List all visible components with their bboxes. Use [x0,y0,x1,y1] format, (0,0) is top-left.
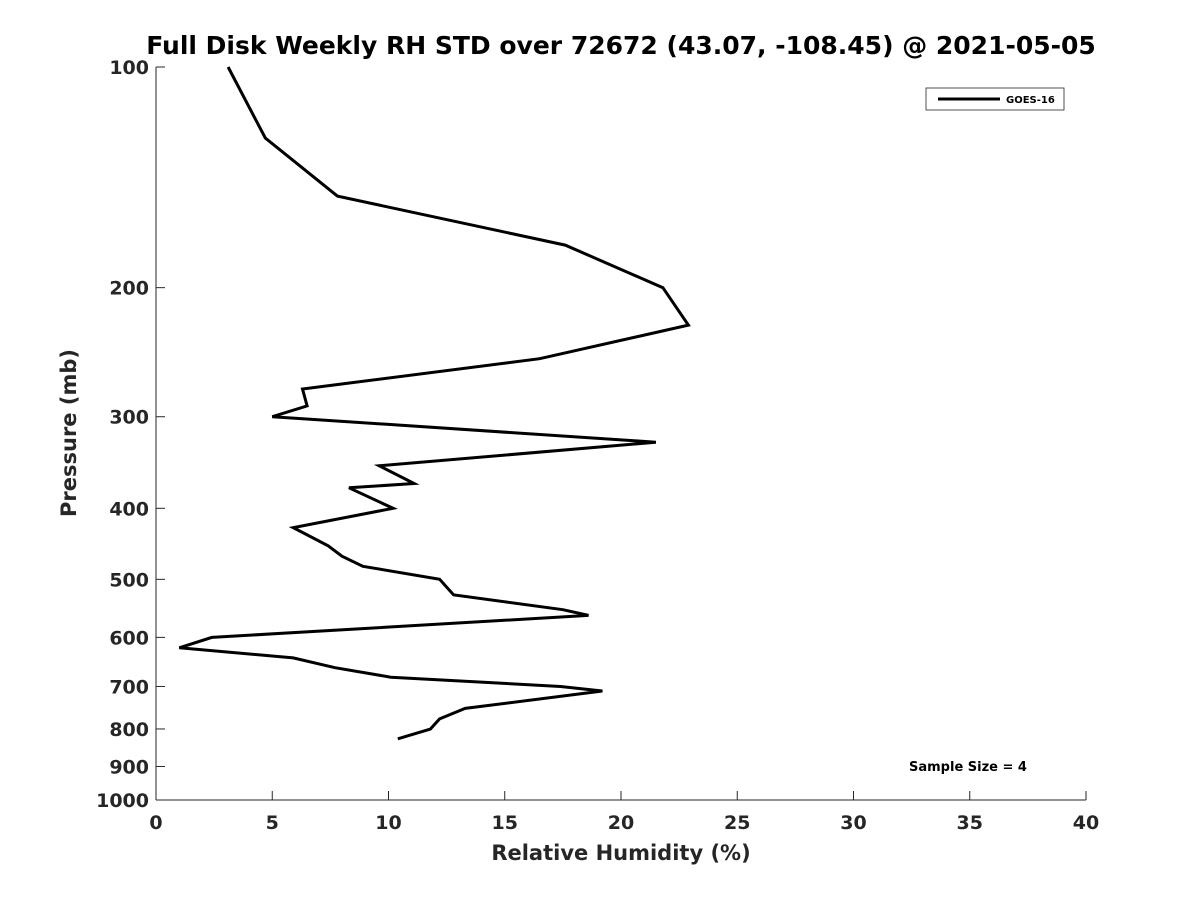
x-tick-label: 10 [375,812,401,834]
y-tick-label: 300 [109,407,149,429]
legend: GOES-16 [925,87,1065,111]
chart-title: Full Disk Weekly RH STD over 72672 (43.0… [146,31,1096,60]
y-tick-label: 600 [109,627,149,649]
x-tick-label: 30 [840,812,866,834]
sample-size-annotation: Sample Size = 4 [909,760,1027,775]
x-tick-label: 25 [724,812,750,834]
series-line-goes16 [178,66,691,741]
series-layer [178,66,691,741]
x-tick-label: 5 [266,812,279,834]
x-tick-label: 15 [492,812,518,834]
x-tick-label: 20 [608,812,634,834]
y-tick-label: 1000 [96,790,149,812]
y-tick-label: 400 [109,498,149,520]
y-axis-label: Pressure (mb) [57,349,81,517]
legend-entry-goes16: GOES-16 [1006,95,1055,106]
y-tick-label: 800 [109,719,149,741]
y-ticks: 100 200 300 400 500 600 700 800 900 1000 [96,57,165,812]
y-tick-label: 500 [109,569,149,591]
x-axis-label: Relative Humidity (%) [491,841,750,865]
y-tick-label: 200 [109,278,149,300]
y-tick-label: 700 [109,676,149,698]
y-tick-label: 900 [109,756,149,778]
x-tick-label: 35 [957,812,983,834]
x-tick-label: 0 [149,812,162,834]
x-tick-label: 40 [1073,812,1099,834]
y-tick-label: 100 [109,57,149,79]
x-ticks: 0 5 10 15 20 25 30 35 40 [149,791,1099,834]
